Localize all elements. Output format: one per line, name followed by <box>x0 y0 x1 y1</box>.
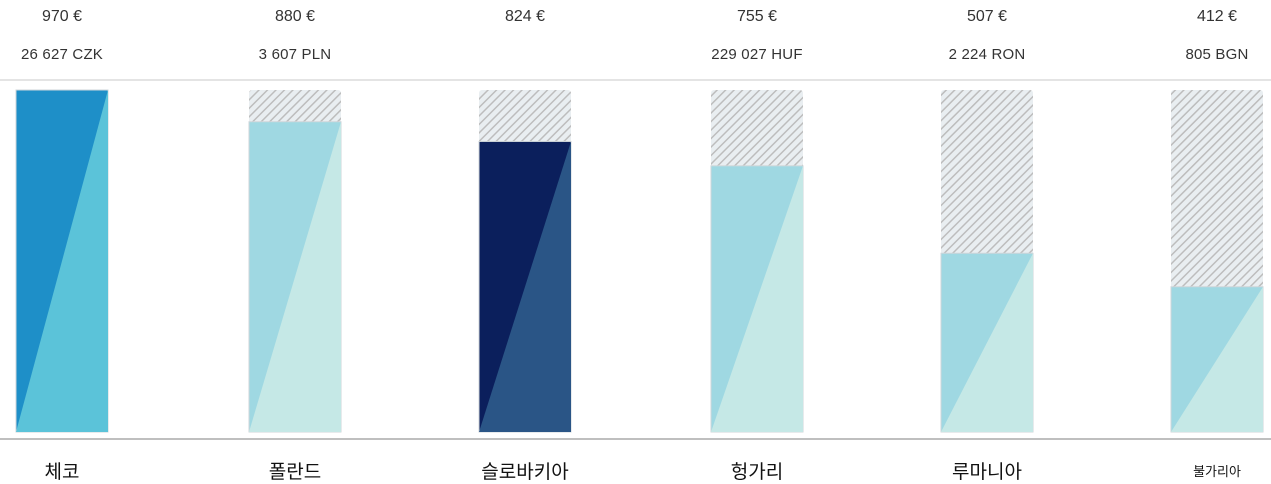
category-label: 체코 <box>44 461 80 483</box>
bar-shade-6 <box>1171 286 1263 432</box>
value-label-local: 3 607 PLN <box>258 46 332 63</box>
value-label-local: 229 027 HUF <box>711 46 803 63</box>
bar-shade-4 <box>711 165 803 432</box>
bar-shade-2 <box>249 121 341 432</box>
category-label: 슬로바키아 <box>481 461 569 483</box>
category-label: 헝가리 <box>730 461 784 483</box>
bar-shade-1 <box>16 90 108 432</box>
value-label-eur: 880 € <box>274 8 316 25</box>
category-label: 루마니아 <box>952 461 1022 483</box>
bar-shade-3 <box>479 141 571 432</box>
bars-group <box>15 89 1264 433</box>
value-label-local: 2 224 RON <box>948 46 1026 63</box>
value-label-eur: 970 € <box>41 8 83 25</box>
value-label-eur: 824 € <box>504 8 546 25</box>
category-label: 불가리아 <box>1193 465 1241 480</box>
value-label-eur: 755 € <box>736 8 778 25</box>
value-label-local: 26 627 CZK <box>20 46 104 63</box>
value-label-eur: 412 € <box>1196 8 1238 25</box>
bar-shade-5 <box>941 253 1033 432</box>
value-label-local: 805 BGN <box>1185 46 1249 63</box>
category-label: 폴란드 <box>268 461 322 483</box>
value-label-eur: 507 € <box>966 8 1008 25</box>
